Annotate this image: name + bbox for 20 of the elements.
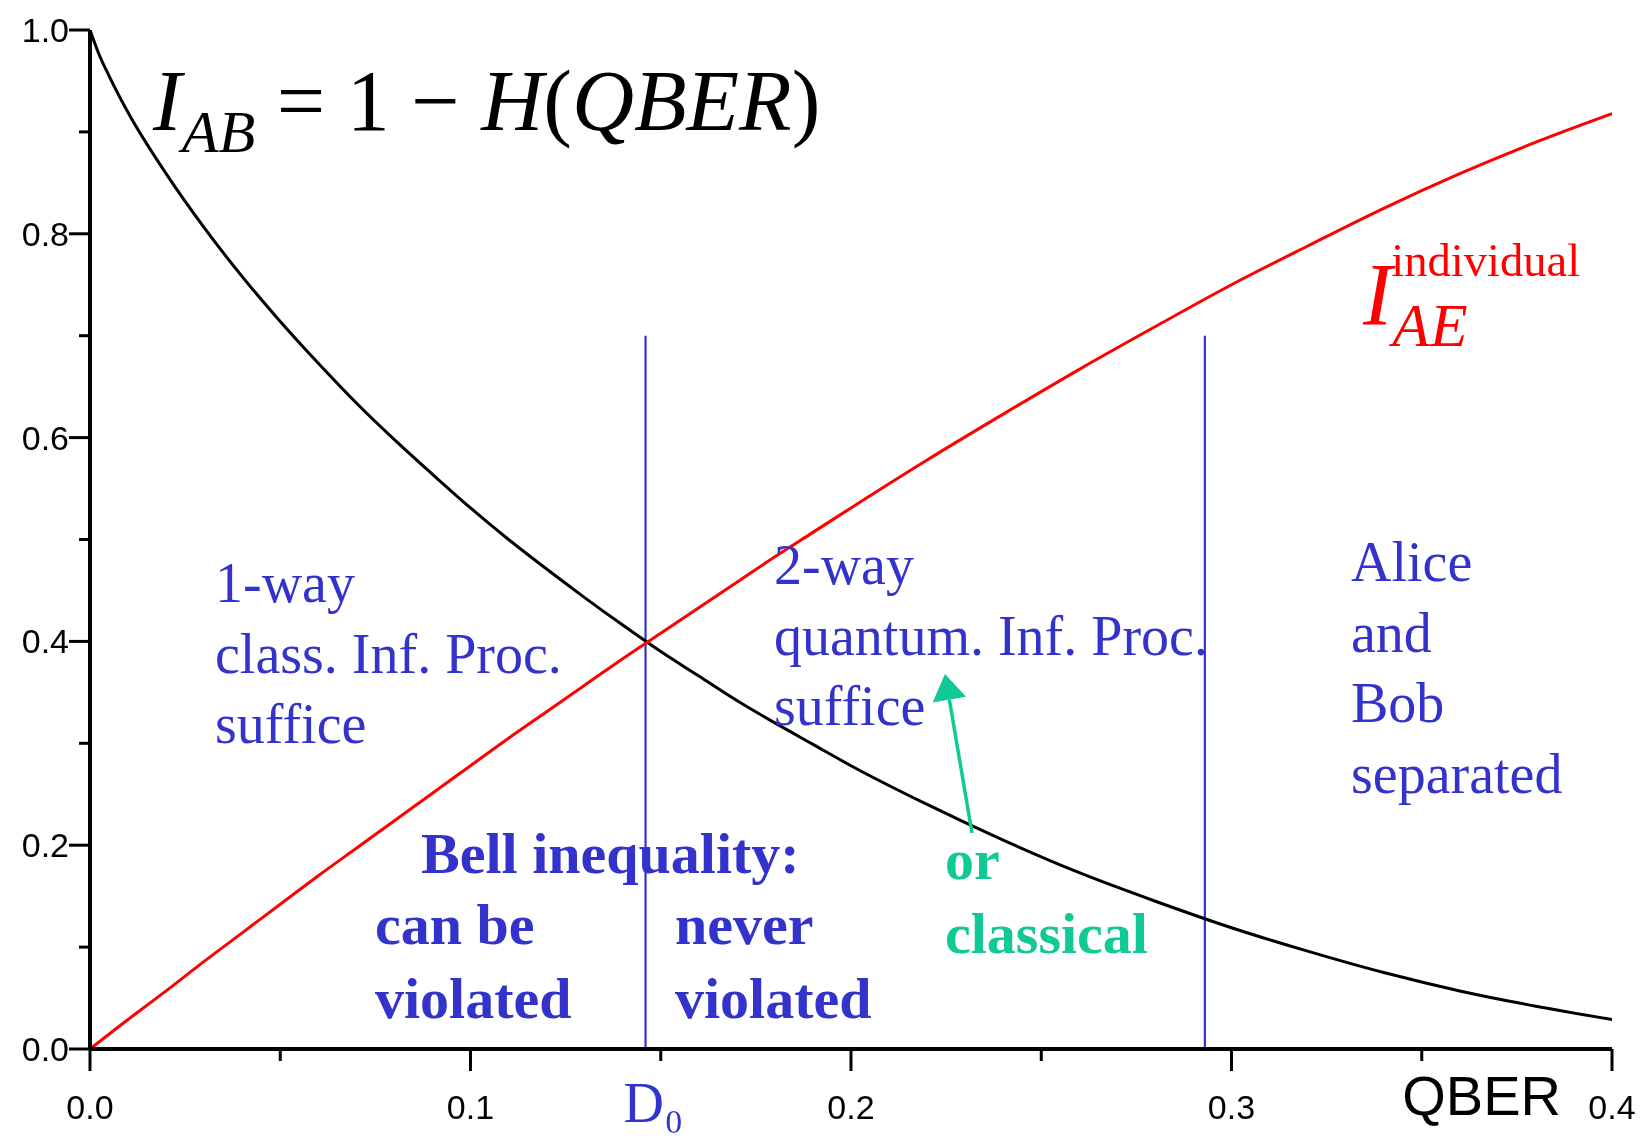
y-tick-label: 1.0 — [21, 10, 69, 49]
annotation: can be violated — [375, 892, 572, 1031]
x-tick-label: 0.2 — [827, 1088, 875, 1126]
y-tick-label: 0.6 — [21, 418, 69, 457]
y-tick-label: 0.8 — [21, 214, 69, 253]
x-tick-label: 0.3 — [1207, 1088, 1256, 1126]
x-tick-label: 0.1 — [446, 1088, 495, 1126]
annotation: or classical — [945, 827, 1148, 966]
x-axis-title: QBER — [1402, 1064, 1561, 1127]
legend-label: I$_{AB}$ = 1 − H(QBER) — [152, 53, 821, 165]
annotation: 1-way class. Inf. Proc. suffice — [215, 552, 562, 756]
annotation: Alice and Bob separated — [1351, 531, 1563, 805]
y-tick-label: 0.2 — [21, 826, 69, 865]
y-tick-label: 0.4 — [21, 622, 69, 661]
annotation: 2-way quantum. Inf. Proc. suffice — [774, 534, 1208, 738]
x-tick-label: 0.4 — [1588, 1088, 1636, 1126]
x-tick-label: 0.0 — [66, 1088, 114, 1126]
ref-line-label: D₀ — [623, 1072, 684, 1134]
y-tick-label: 0.0 — [21, 1029, 69, 1068]
annotation: never violated — [675, 892, 872, 1031]
